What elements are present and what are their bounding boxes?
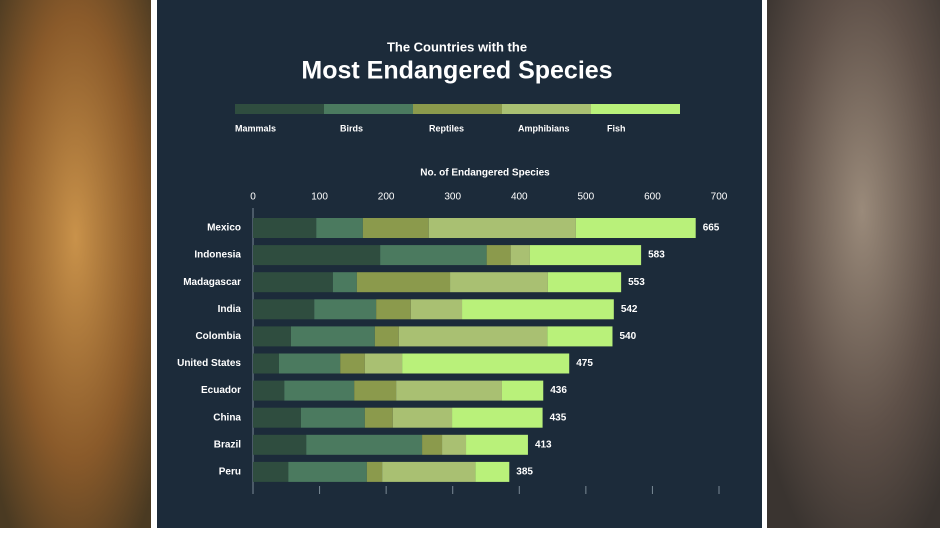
y-tick-label: China	[213, 412, 241, 423]
bar-segment	[364, 353, 403, 374]
bar-segment	[253, 407, 301, 428]
y-tick-label: United States	[177, 358, 241, 369]
bar-segment	[290, 326, 375, 347]
bar-segment	[475, 461, 510, 482]
x-tick-label: 700	[711, 192, 728, 203]
jaguar-photo	[0, 0, 151, 528]
bar-segment	[314, 299, 377, 320]
bar-segment	[253, 461, 289, 482]
total-label: 436	[550, 385, 567, 396]
x-tick-label: 100	[311, 192, 328, 203]
bar-segment	[284, 380, 355, 401]
legend-label: Fish	[607, 123, 626, 133]
bar-segment	[364, 407, 393, 428]
bar-segment	[340, 353, 365, 374]
bar-segment	[316, 218, 363, 238]
bar-segment	[452, 407, 543, 428]
chart-subtitle: The Countries with the	[387, 39, 527, 54]
legend-swatch	[413, 104, 502, 114]
legend-swatch	[591, 104, 680, 114]
bar-segment	[529, 245, 642, 266]
bar-segment	[428, 218, 576, 238]
bar-segment	[510, 245, 530, 266]
y-tick-label: Colombia	[195, 331, 241, 342]
bar-segment	[575, 218, 696, 238]
x-tick-label: 300	[444, 192, 461, 203]
bar-segment	[486, 245, 511, 266]
total-label: 542	[621, 304, 638, 315]
bar-segment	[354, 380, 397, 401]
bar-segment	[300, 407, 365, 428]
bar-segment	[402, 353, 570, 374]
bar-segment	[410, 299, 463, 320]
bar-segment	[253, 299, 315, 320]
y-tick-label: Madagascar	[183, 277, 241, 288]
y-tick-label: Peru	[219, 467, 241, 478]
bar-segment	[253, 380, 285, 401]
bar-segment	[366, 461, 383, 482]
bar-segment	[442, 434, 467, 455]
total-label: 540	[619, 331, 636, 342]
y-tick-label: Indonesia	[194, 250, 241, 261]
total-label: 583	[648, 250, 665, 261]
legend-swatch	[502, 104, 591, 114]
legend-label: Birds	[340, 123, 363, 133]
total-label: 475	[576, 358, 593, 369]
bar-segment	[376, 299, 411, 320]
x-tick-label: 500	[578, 192, 595, 203]
bar-segment	[380, 245, 487, 266]
bar-segment	[466, 434, 528, 455]
bar-segment	[356, 272, 451, 293]
total-label: 385	[516, 467, 533, 478]
total-label: 435	[550, 412, 567, 423]
x-tick-label: 200	[378, 192, 395, 203]
bar-segment	[547, 272, 622, 293]
bar-segment	[288, 461, 367, 482]
bar-segment	[253, 272, 333, 293]
y-tick-label: Ecuador	[201, 385, 241, 396]
bar-segment	[422, 434, 443, 455]
bar-segment	[547, 326, 613, 347]
total-label: 413	[535, 439, 552, 450]
bar-segment	[253, 434, 307, 455]
legend-label: Amphibians	[518, 123, 570, 133]
bar-segment	[392, 407, 453, 428]
x-tick-label: 0	[250, 192, 256, 203]
bar-segment	[332, 272, 357, 293]
legend-label: Mammals	[235, 123, 276, 133]
legend-swatch	[324, 104, 413, 114]
x-tick-label: 400	[511, 192, 528, 203]
legend-label: Reptiles	[429, 123, 464, 133]
bar-segment	[362, 218, 429, 238]
wolf-photo	[767, 0, 940, 528]
bar-segment	[253, 218, 317, 238]
chart-title: Most Endangered Species	[301, 57, 612, 85]
bar-segment	[396, 380, 502, 401]
bar-segment	[253, 353, 279, 374]
bar-segment	[253, 326, 291, 347]
bar-segment	[382, 461, 476, 482]
bar-segment	[450, 272, 548, 293]
bar-segment	[501, 380, 544, 401]
bar-segment	[462, 299, 614, 320]
bar-segment	[253, 245, 381, 266]
y-tick-label: Mexico	[207, 223, 241, 234]
total-label: 553	[628, 277, 645, 288]
y-tick-label: India	[218, 304, 242, 315]
y-tick-label: Brazil	[214, 439, 241, 450]
total-label: 665	[703, 223, 720, 234]
bar-segment	[374, 326, 399, 347]
bar-segment	[278, 353, 341, 374]
legend-swatch	[235, 104, 324, 114]
x-tick-label: 600	[644, 192, 661, 203]
x-axis-label: No. of Endangered Species	[420, 168, 550, 179]
bar-segment	[306, 434, 423, 455]
bar-segment	[398, 326, 548, 347]
